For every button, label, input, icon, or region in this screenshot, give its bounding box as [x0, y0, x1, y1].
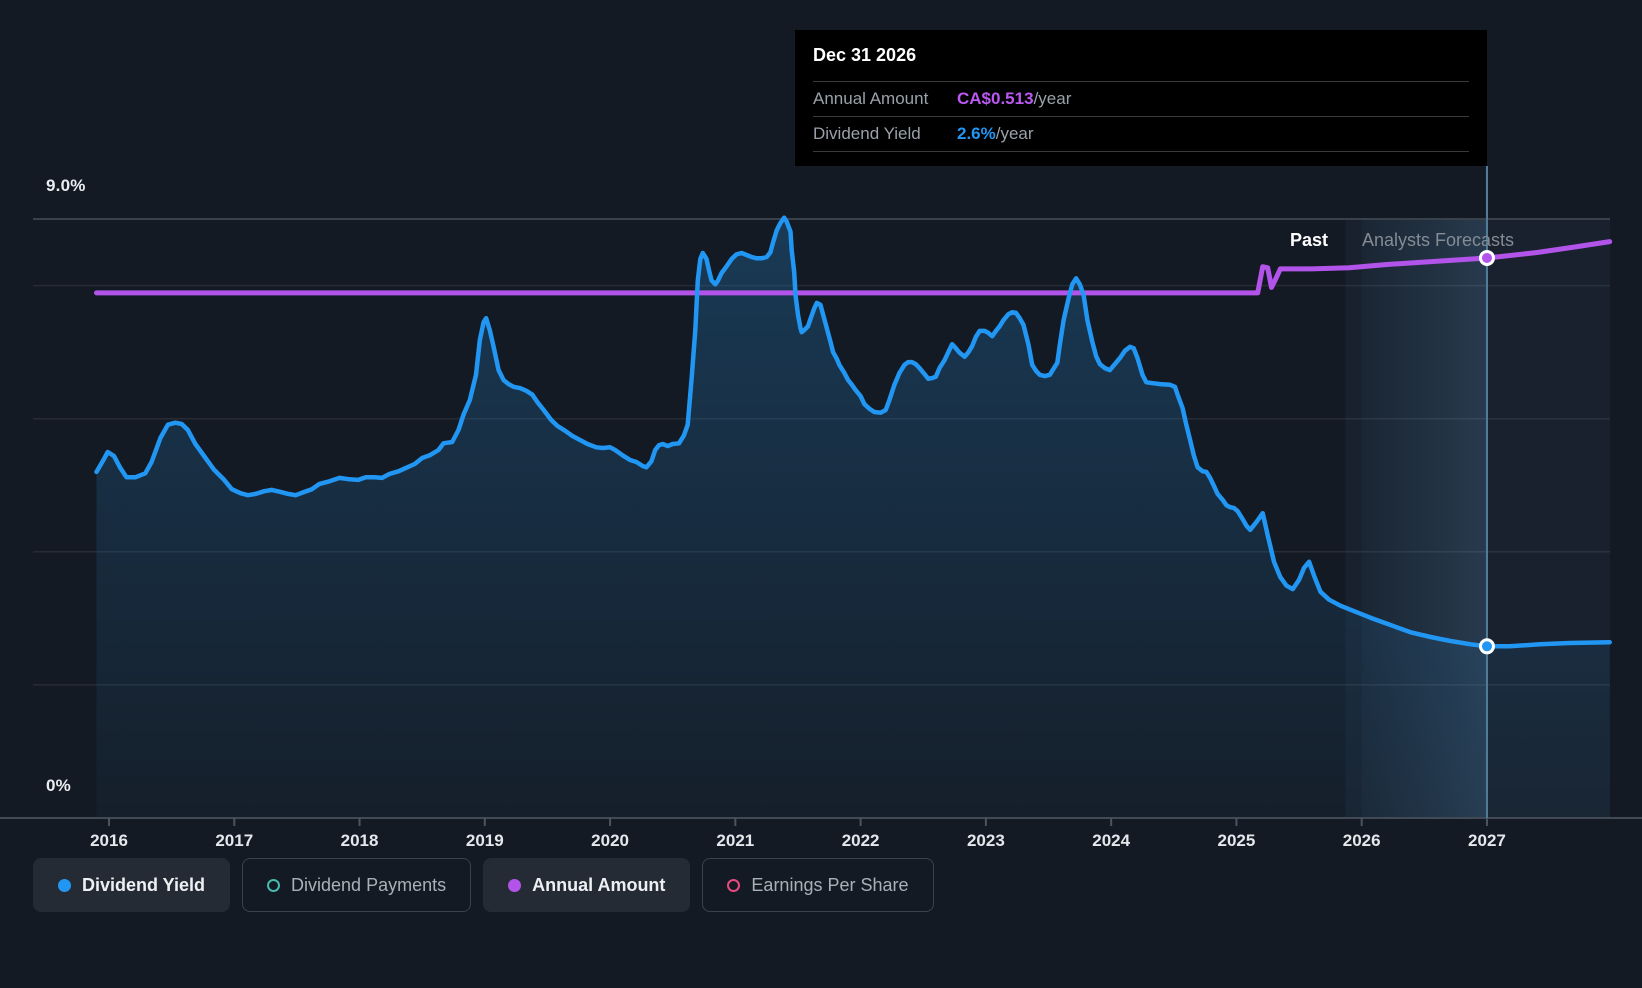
y-axis-zero-label: 0%	[46, 776, 71, 795]
y-axis-top-label: 9.0%	[46, 176, 86, 195]
annual-amount-line	[94, 239, 1613, 296]
x-tick-label-2021: 2021	[716, 831, 755, 850]
tooltip-row-annual-amount: Annual Amount CA$0.513/year	[813, 82, 1469, 117]
hover-tooltip: Dec 31 2026 Annual Amount CA$0.513/year …	[795, 30, 1487, 166]
x-tick-label-2027: 2027	[1468, 831, 1506, 850]
dividend-yield-chart[interactable]	[0, 0, 1642, 850]
past-region-label: Past	[1289, 230, 1328, 250]
tooltip-annual-amount-label: Annual Amount	[813, 89, 929, 108]
annual-amount-marker	[1478, 249, 1495, 266]
tooltip-annual-amount-suffix: /year	[1033, 89, 1072, 108]
tooltip-dividend-yield-value: 2.6%	[957, 124, 996, 143]
legend-marker-icon	[508, 878, 522, 892]
tooltip-annual-amount-value: CA$0.513	[957, 89, 1034, 108]
legend-toggle-annual-amount[interactable]: Annual Amount	[483, 858, 691, 912]
legend-marker-icon	[727, 878, 741, 892]
x-tick-label-2016: 2016	[90, 831, 128, 850]
dividend-yield-area	[96, 217, 1610, 818]
legend-label: Annual Amount	[532, 874, 666, 895]
legend-marker-icon	[58, 878, 71, 892]
dividend-yield-line	[94, 215, 1612, 649]
x-tick-label-2024: 2024	[1092, 831, 1131, 850]
dividend-yield-marker	[1478, 638, 1495, 655]
legend-label: Dividend Payments	[291, 874, 447, 895]
tooltip-dividend-yield-suffix: /year	[995, 124, 1034, 143]
legend-toggle-dividend-payments[interactable]: Dividend Payments	[242, 858, 472, 912]
legend-toggle-earnings-per-share[interactable]: Earnings Per Share	[702, 858, 934, 912]
chart-legend: Dividend Yield Dividend Payments Annual Am…	[33, 858, 934, 912]
tooltip-date: Dec 31 2026	[813, 30, 1469, 82]
x-tick-label-2025: 2025	[1217, 831, 1256, 850]
legend-label: Earnings Per Share	[751, 874, 909, 895]
legend-toggle-dividend-yield[interactable]: Dividend Yield	[33, 858, 231, 912]
x-tick-label-2026: 2026	[1342, 831, 1381, 850]
x-tick-label-2022: 2022	[841, 831, 880, 850]
legend-label: Dividend Yield	[82, 874, 206, 895]
tooltip-dividend-yield-label: Dividend Yield	[813, 124, 921, 143]
analysts-forecasts-region-label: Analysts Forecasts	[1362, 230, 1515, 250]
legend-marker-icon	[267, 878, 281, 892]
x-tick-label-2020: 2020	[591, 831, 629, 850]
tooltip-row-dividend-yield: Dividend Yield 2.6%/year	[813, 117, 1469, 152]
x-tick-label-2019: 2019	[465, 831, 504, 850]
x-tick-label-2017: 2017	[215, 831, 254, 850]
x-tick-label-2023: 2023	[966, 831, 1005, 850]
x-tick-label-2018: 2018	[340, 831, 379, 850]
